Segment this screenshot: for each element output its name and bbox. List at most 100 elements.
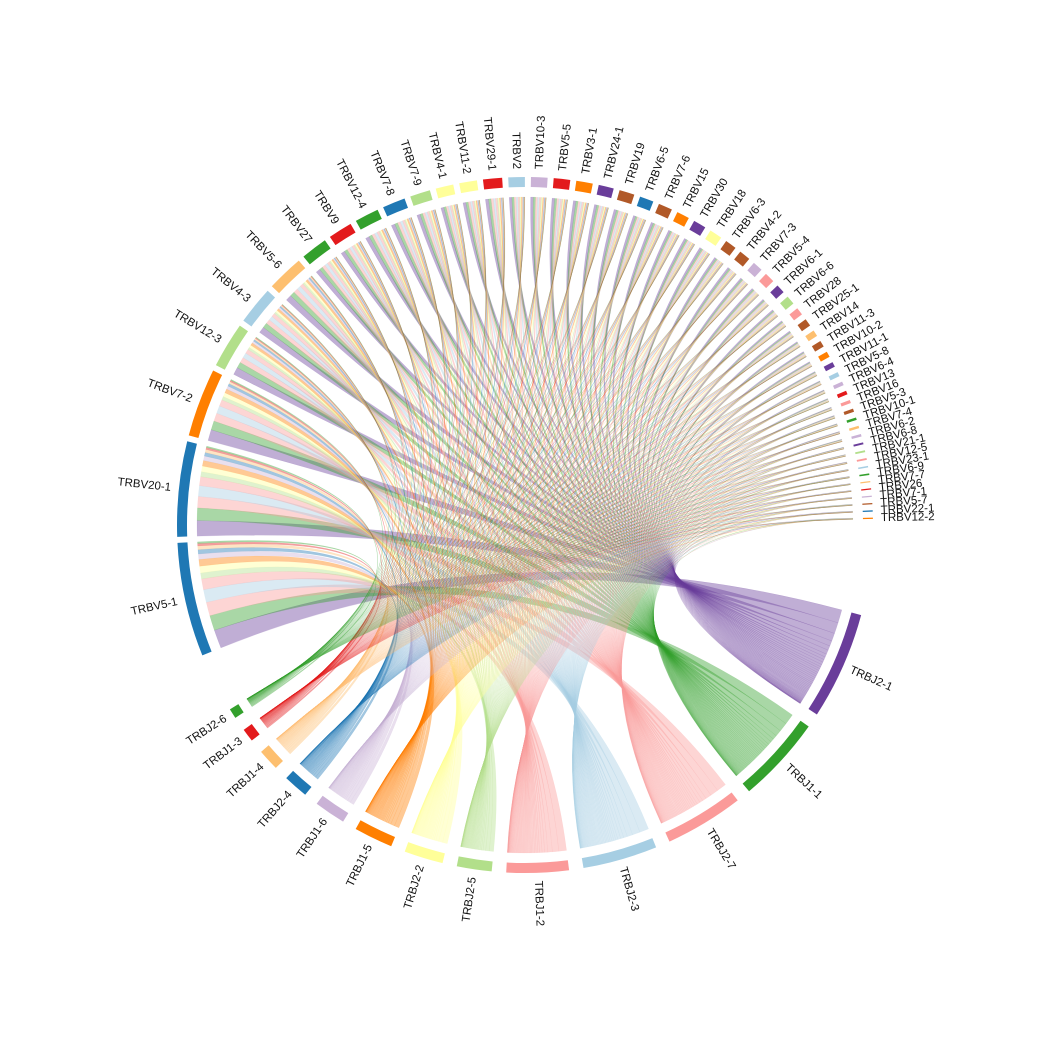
ribbon-trbj2-2-trbv12-3: [249, 344, 458, 841]
ribbon-trbj1-5-trbv23-1: [365, 470, 849, 812]
ribbon-trbj2-4-trbv13: [300, 401, 830, 765]
ribbon-trbj2-2-trbv11-1: [413, 374, 817, 834]
ribbon-trbj1-6-trbv20-1: [203, 455, 412, 803]
ribbon-trbj2-7-trbv11-2: [467, 201, 688, 811]
ribbon-trbj2-5-trbv6-2: [461, 440, 843, 847]
segment-arc-trbv4-2: [734, 251, 750, 267]
ribbon-trbj2-2-trbv6-2: [412, 440, 843, 834]
ribbon-trbj1-3-trbv6-1: [260, 305, 769, 720]
ribbon-trbj2-4-trbv20-1: [204, 452, 399, 778]
ribbon-trbj2-5-trbv14: [462, 344, 800, 848]
ribbon-trbj1-3-trbv7-1: [259, 498, 853, 719]
ribbon-trbj1-2-trbv4-2: [515, 270, 734, 854]
ribbon-trbj2-2-trbv2: [423, 196, 522, 838]
ribbon-trbj2-3-trbv13: [573, 399, 829, 849]
ribbon-trbj1-6-trbv13: [329, 401, 830, 789]
ribbon-trbj1-3-trbv7-9: [262, 209, 459, 723]
ribbon-trbj1-2-trbv5-1: [201, 571, 567, 852]
ribbon-trbj2-6-trbv10-3: [248, 197, 547, 702]
ribbon-trbj1-4-trbv12-3: [254, 338, 399, 750]
ribbon-trbj2-1-trbv2: [508, 197, 819, 675]
ribbon-trbj1-3-trbv30: [260, 244, 695, 721]
ribbon-trbj1-2-trbv6-5: [520, 217, 642, 854]
ribbon-trbj2-4-trbv6-5: [303, 219, 646, 768]
ribbon-trbj1-2-trbv12-4: [376, 231, 537, 854]
ribbon-trbj1-4-trbv10-1: [276, 425, 838, 740]
ribbon-trbj1-2-trbv18: [516, 250, 707, 854]
ribbon-trbj1-1-trbv6-6: [640, 310, 775, 772]
ribbon-trbj2-2-trbv11-3: [413, 355, 807, 834]
ribbon-trbj1-6-trbv7-7: [328, 484, 851, 789]
segment-arc-trbv10-2: [818, 351, 830, 362]
segment-arc-trbv4-3: [243, 290, 276, 327]
ribbon-trbj1-6-trbv19: [334, 212, 627, 793]
ribbon-trbj1-4-trbv12-5: [276, 463, 848, 740]
segment-label-trbv4-3: TRBV4-3: [208, 266, 252, 305]
ribbon-trbj1-6-trbv6-3: [332, 262, 723, 791]
ribbon-trbj2-5-trbv5-4: [464, 292, 758, 848]
ribbon-trbj2-5-trbv6-5: [467, 218, 643, 849]
ribbon-trbj1-4-trbv11-1: [276, 375, 818, 740]
segment-label-trbj1-2: TRBJ1-2: [532, 881, 546, 927]
ribbon-trbj2-5-trbv6-4: [461, 391, 826, 848]
ribbon-trbj2-3-trbv6-6: [574, 312, 776, 848]
ribbon-trbj1-2-trbv7-7: [507, 483, 851, 853]
ribbon-trbj2-6-trbv4-2: [247, 273, 737, 701]
ribbon-trbj1-6-trbv18: [332, 252, 710, 792]
ribbon-trbj2-3-trbv7-3: [574, 280, 745, 847]
ribbon-trbj2-5-trbv7-8: [404, 219, 491, 850]
segment-label-trbj2-3: TRBJ2-3: [617, 866, 641, 913]
ribbon-trbj2-6-trbv9: [249, 240, 423, 704]
ribbon-trbj1-3-trbv12-3: [255, 337, 393, 726]
ribbon-trbj1-2-trbv6-4: [509, 391, 826, 853]
ribbon-trbj2-6-trbv5-1: [197, 540, 377, 708]
ribbon-trbj2-6-trbv25-1: [247, 336, 794, 700]
ribbon-trbj2-2-trbv7-9: [425, 210, 478, 839]
ribbon-trbj1-6-trbv14: [330, 345, 801, 790]
segment-arc-trbj2-1: [808, 612, 862, 715]
ribbon-trbj1-3-trbv3-1: [261, 202, 589, 722]
segment-arc-trbj1-2: [506, 860, 570, 873]
ribbon-layer: [196, 196, 854, 854]
segment-arc-trbv6-8: [853, 442, 864, 447]
ribbon-trbj1-2-trbv6-9: [507, 477, 850, 853]
ribbon-trbj1-2-trbv6-3: [515, 260, 721, 854]
ribbon-trbj1-5-trbv11-3: [367, 355, 807, 813]
ribbon-trbj1-5-trbv16: [366, 409, 833, 813]
ribbon-trbj1-2-trbv3-1: [523, 201, 584, 854]
ribbon-trbj1-1-trbv12-3: [236, 362, 777, 740]
ribbon-trbj2-3-trbv4-3: [268, 316, 624, 839]
ribbon-trbj2-7-trbv10-2: [618, 362, 811, 822]
ribbon-trbj1-4-trbv27: [283, 257, 420, 748]
ribbon-trbj2-2-trbv6-1: [415, 303, 768, 835]
ribbon-trbj1-6-trbv22-1: [328, 511, 853, 788]
ribbon-trbj1-3-trbv4-3: [264, 304, 400, 725]
ribbon-trbj1-6-trbv23-1: [328, 470, 849, 789]
ribbon-trbj1-2-trbv4-1: [449, 205, 532, 854]
ribbon-trbj2-5-trbv11-1: [462, 374, 817, 848]
ribbon-trbj1-2-trbv30: [517, 241, 692, 854]
ribbon-trbj1-2-trbv14: [511, 344, 800, 853]
ribbon-trbj2-2-trbv6-9: [411, 477, 850, 834]
ribbon-trbj2-5-trbv12-3: [247, 347, 489, 851]
ribbon-trbj2-3-trbv4-1: [447, 205, 609, 843]
segment-label-trbv7-2: TRBV7-2: [145, 377, 193, 405]
ribbon-trbj1-4-trbv4-2: [277, 273, 737, 742]
segment-arc-trbv11-3: [811, 340, 824, 352]
ribbon-trbj1-4-trbv7-4: [276, 433, 841, 740]
ribbon-trbj1-4-trbv18: [278, 253, 710, 742]
ribbon-trbj1-2-trbv6-2: [508, 440, 843, 853]
segment-arc-trbv7-4: [848, 425, 860, 431]
ribbon-trbj2-6-trbv7-3: [247, 284, 749, 701]
segment-label-trbv20-1: TRBV20-1: [117, 476, 172, 494]
ribbon-trbj1-4-trbv29-1: [280, 197, 505, 745]
ribbon-trbj1-5-trbv5-3: [366, 417, 836, 813]
segment-arc-trbv12-5: [856, 458, 867, 462]
ribbon-trbj2-1-trbv29-1: [485, 198, 820, 673]
ribbon-trbj2-7-trbv25-1: [617, 332, 792, 822]
ribbon-trbj1-2-trbv5-5: [524, 198, 563, 854]
ribbon-trbj2-5-trbv7-7: [460, 484, 851, 847]
ribbon-trbj2-6-trbv11-1: [246, 375, 818, 700]
segment-label-trbj2-1: TRBJ2-1: [848, 664, 894, 693]
ribbon-trbj1-4-trbv30: [278, 243, 695, 742]
